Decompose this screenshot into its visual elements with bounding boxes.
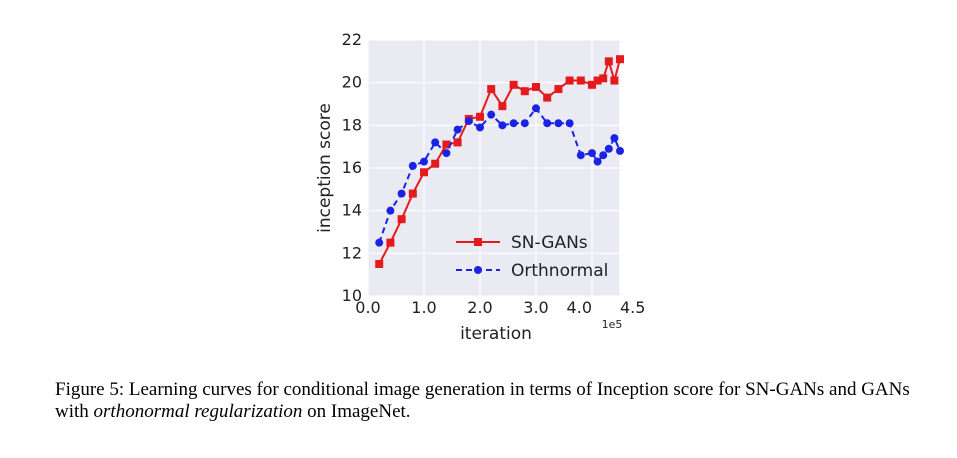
data-point-marker — [543, 119, 552, 128]
y-tick-label: 14 — [342, 201, 362, 220]
data-point-marker — [498, 121, 507, 130]
data-point-marker — [532, 82, 540, 91]
data-point-marker — [588, 149, 596, 158]
data-point-marker — [375, 260, 384, 268]
data-point-marker — [464, 117, 473, 126]
tick-labels: 0.0 1.0 2.0 3.0 4.0 4.5 10 12 14 16 18 20 22 — [342, 30, 646, 317]
data-point-marker — [420, 157, 428, 166]
x-tick-label: 4.0 — [567, 298, 592, 317]
data-point-marker — [599, 74, 608, 83]
x-tick-label: 1.0 — [411, 298, 436, 317]
data-point-marker — [604, 57, 613, 66]
y-tick-label: 18 — [342, 115, 362, 134]
chart: 0.0 1.0 2.0 3.0 4.0 4.5 10 12 14 16 18 20 22 iterati… — [315, 30, 646, 344]
data-point-marker — [593, 76, 602, 85]
data-point-marker — [498, 102, 507, 111]
data-point-marker — [453, 138, 462, 147]
x-tick-label: 3.0 — [523, 298, 548, 317]
y-tick-label: 12 — [342, 243, 362, 262]
data-point-marker — [397, 189, 406, 198]
data-point-marker — [442, 140, 451, 149]
data-point-marker — [476, 112, 484, 121]
data-point-marker — [476, 123, 484, 132]
series-1 — [375, 104, 624, 247]
data-point-marker — [543, 93, 552, 102]
data-point-marker — [442, 149, 451, 158]
data-point-marker — [509, 80, 518, 89]
grid — [367, 39, 621, 297]
caption-italic-text: orthonormal regularization — [93, 401, 303, 422]
data-point-marker — [576, 76, 585, 85]
data-point-marker — [431, 138, 440, 147]
y-tick-label: 20 — [342, 73, 362, 92]
legend-entry-orthnormal: Orthnormal — [456, 261, 608, 281]
data-point-marker — [532, 104, 540, 113]
data-point-marker — [397, 215, 406, 224]
data-point-marker — [616, 146, 624, 155]
data-point-marker — [386, 206, 395, 215]
legend-marker-orthnormal — [474, 266, 482, 274]
y-axis-label: inception score — [315, 103, 335, 233]
x-axis-label: iteration — [460, 324, 532, 344]
legend-label-orthnormal: Orthnormal — [511, 261, 608, 281]
data-point-marker — [487, 110, 496, 119]
legend-marker-sn-gans — [474, 238, 482, 246]
data-point-marker — [420, 168, 428, 177]
y-tick-label: 16 — [342, 158, 362, 177]
data-point-marker — [386, 238, 395, 247]
data-point-marker — [599, 151, 608, 160]
data-point-marker — [520, 119, 529, 128]
data-point-marker — [509, 119, 518, 128]
data-point-marker — [520, 87, 529, 96]
y-tick-label: 10 — [342, 286, 362, 305]
legend-entry-sn-gans: SN-GANs — [456, 233, 588, 253]
legend-label-sn-gans: SN-GANs — [511, 233, 588, 253]
data-point-marker — [554, 85, 563, 94]
data-point-marker — [408, 189, 417, 198]
data-point-marker — [610, 134, 619, 143]
data-point-marker — [408, 161, 417, 170]
data-point-marker — [487, 85, 496, 94]
y-tick-label: 22 — [342, 30, 362, 49]
data-point-marker — [593, 157, 602, 166]
data-point-marker — [604, 144, 613, 153]
data-point-marker — [616, 55, 624, 64]
x-tick-label: 0.0 — [355, 298, 380, 317]
data-point-marker — [565, 76, 574, 85]
figure-caption: Figure 5: Learning curves for conditiona… — [55, 379, 915, 423]
x-tick-label: 4.5 — [620, 298, 645, 317]
data-point-marker — [610, 76, 619, 85]
series-0 — [375, 55, 624, 268]
data-point-marker — [588, 80, 596, 89]
legend: SN-GANs Orthnormal — [456, 233, 608, 281]
data-point-marker — [554, 119, 563, 128]
data-point-marker — [565, 119, 574, 128]
x-axis-scale-label: 1e5 — [602, 318, 623, 331]
caption-text-end: on ImageNet. — [302, 401, 411, 422]
data-point-marker — [576, 151, 585, 160]
data-point-marker — [431, 159, 440, 168]
x-tick-label: 2.0 — [467, 298, 492, 317]
caption-text: Figure 5: Learning curves for conditiona… — [55, 379, 910, 422]
data-point-marker — [453, 125, 462, 134]
data-point-marker — [375, 238, 384, 247]
series-layer — [375, 55, 624, 268]
